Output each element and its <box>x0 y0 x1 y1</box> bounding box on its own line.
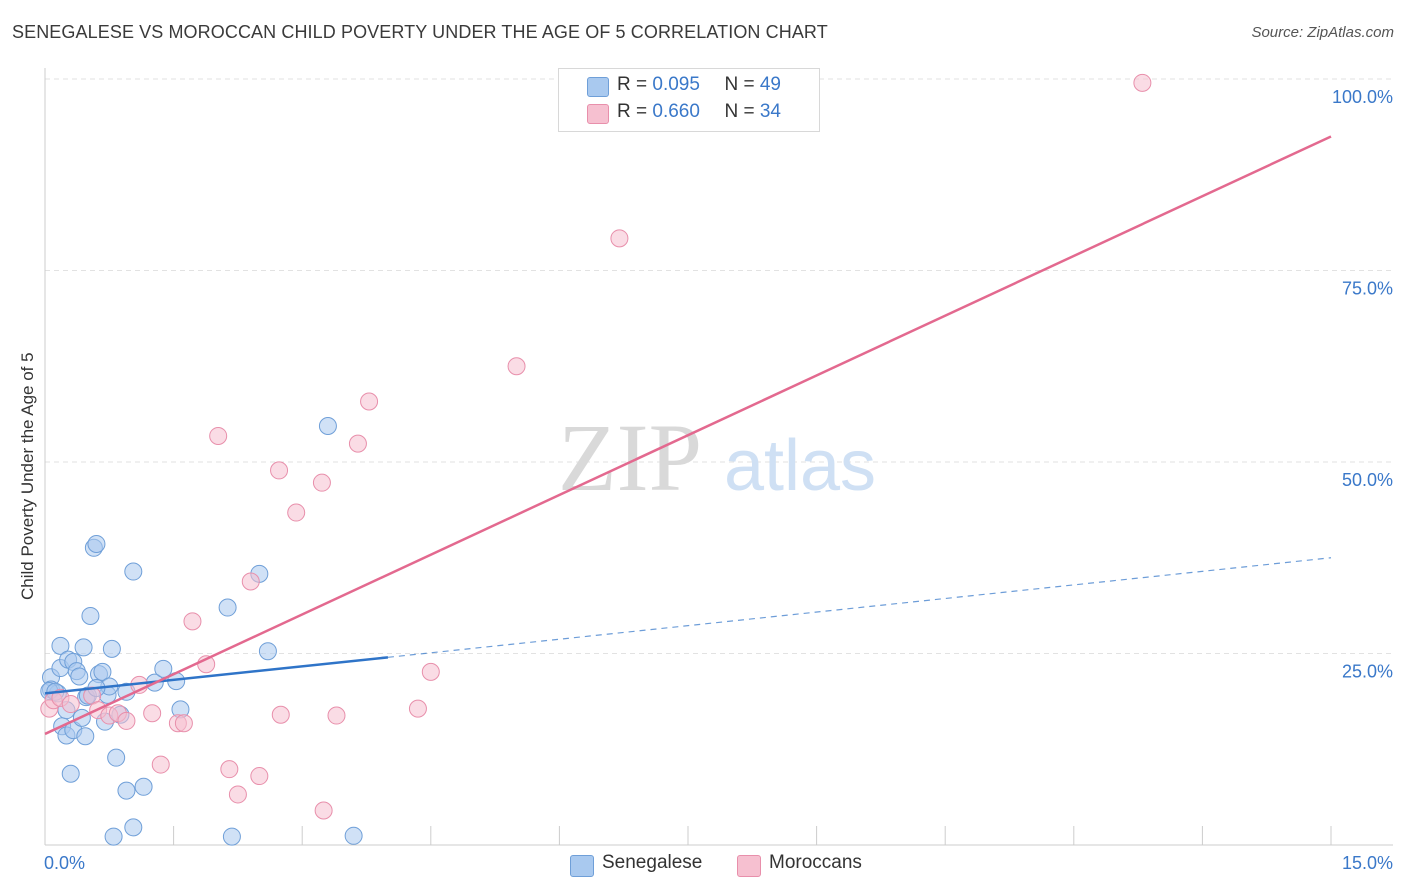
legend-swatch-moroccans <box>587 104 609 124</box>
legend-n-label: N = <box>724 101 760 122</box>
watermark: ZIP atlas <box>558 404 876 511</box>
data-point-senegalese <box>218 598 237 617</box>
y-axis-label: Child Poverty Under the Age of 5 <box>18 352 37 600</box>
data-point-senegalese <box>117 781 136 800</box>
data-point-moroccans <box>183 612 202 631</box>
data-point-moroccans <box>314 801 333 820</box>
data-point-moroccans <box>507 357 526 376</box>
axes <box>44 68 1393 846</box>
legend-r-label: R = <box>617 101 653 122</box>
data-point-moroccans <box>220 760 239 779</box>
data-point-moroccans <box>241 572 260 591</box>
legend-row-senegalese: R = 0.095 N = 49 <box>617 74 781 96</box>
data-point-senegalese <box>81 606 100 625</box>
data-point-moroccans <box>209 426 228 445</box>
data-point-senegalese <box>124 818 143 837</box>
data-point-senegalese <box>124 562 143 581</box>
data-point-senegalese <box>134 777 153 796</box>
data-point-senegalese <box>74 638 93 657</box>
data-point-moroccans <box>348 434 367 453</box>
y-tick-label: 25.0% <box>1342 662 1393 682</box>
data-point-senegalese <box>318 416 337 435</box>
data-point-moroccans <box>250 767 269 786</box>
data-point-moroccans <box>610 229 629 248</box>
data-point-senegalese <box>344 826 363 845</box>
data-point-moroccans <box>271 705 290 724</box>
data-point-moroccans <box>143 704 162 723</box>
trend-line-senegalese-extension <box>387 557 1332 658</box>
trend-line-senegalese <box>44 656 389 695</box>
data-point-moroccans <box>174 714 193 733</box>
watermark-zip: ZIP <box>558 404 702 511</box>
legend-n-label: N = <box>724 74 760 95</box>
bottom-legend-label: Senegalese <box>602 852 703 873</box>
y-tick-label: 100.0% <box>1332 87 1393 107</box>
data-point-senegalese <box>258 642 277 661</box>
gridlines <box>45 78 1393 654</box>
bottom-legend-senegalese: Senegalese <box>570 852 703 877</box>
data-point-senegalese <box>76 727 95 746</box>
trend-lines <box>44 135 1332 736</box>
data-point-moroccans <box>270 461 289 480</box>
x-tick-label: 15.0% <box>1342 853 1393 873</box>
y-tick-label: 75.0% <box>1342 279 1393 299</box>
stats-legend: R = 0.095 N = 49 R = 0.660 N = 34 <box>558 68 820 132</box>
data-point-moroccans <box>360 392 379 411</box>
data-point-moroccans <box>61 695 80 714</box>
data-point-senegalese <box>51 636 70 655</box>
data-point-senegalese <box>222 827 241 846</box>
bottom-legend-label: Moroccans <box>769 852 862 873</box>
data-point-moroccans <box>287 503 306 522</box>
data-point-senegalese <box>154 659 173 678</box>
legend-n-value: 34 <box>759 101 781 122</box>
legend-r-label: R = <box>617 74 653 95</box>
data-point-senegalese <box>87 534 106 553</box>
data-point-senegalese <box>93 662 112 681</box>
data-point-moroccans <box>228 785 247 804</box>
data-point-senegalese <box>70 667 89 686</box>
data-point-moroccans <box>151 755 170 774</box>
data-point-moroccans <box>327 706 346 725</box>
legend-r-value: 0.095 <box>652 74 700 95</box>
bottom-legend-swatch-pink <box>737 855 761 877</box>
data-point-senegalese <box>102 639 121 658</box>
chart-title: SENEGALESE VS MOROCCAN CHILD POVERTY UND… <box>12 22 828 42</box>
watermark-atlas: atlas <box>724 426 876 506</box>
data-point-moroccans <box>117 711 136 730</box>
data-point-senegalese <box>61 764 80 783</box>
data-point-moroccans <box>312 473 331 492</box>
data-point-moroccans <box>1133 73 1152 92</box>
data-point-moroccans <box>408 699 427 718</box>
legend-r-value: 0.660 <box>652 101 700 122</box>
data-point-senegalese <box>107 748 126 767</box>
legend-n-value: 49 <box>759 74 781 95</box>
bottom-legend-swatch-blue <box>570 855 594 877</box>
y-tick-label: 50.0% <box>1342 470 1393 490</box>
source-credit: Source: ZipAtlas.com <box>1251 24 1394 41</box>
legend-row-moroccans: R = 0.660 N = 34 <box>617 101 781 123</box>
trend-line-moroccans <box>44 135 1332 736</box>
x-tick-label: 0.0% <box>44 853 85 873</box>
tick-labels: 25.0% 50.0% 75.0% 100.0% 0.0% 15.0% <box>44 87 1393 873</box>
legend-swatch-senegalese <box>587 77 609 97</box>
data-point-senegalese <box>104 827 123 846</box>
data-point-moroccans <box>421 662 440 681</box>
bottom-legend-moroccans: Moroccans <box>737 852 862 877</box>
